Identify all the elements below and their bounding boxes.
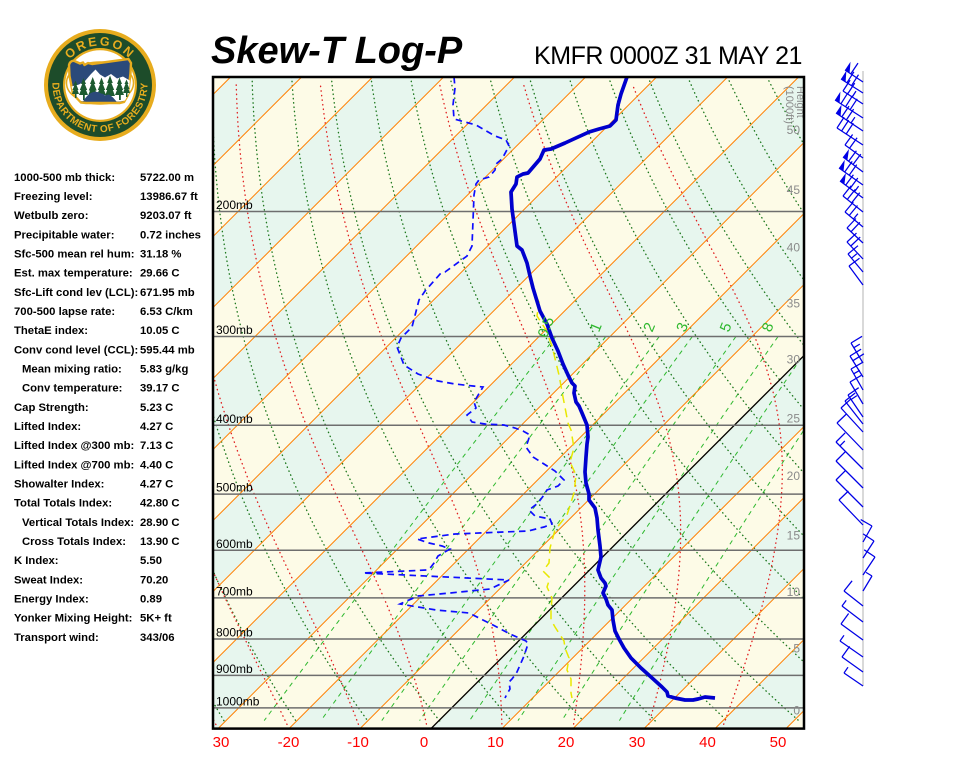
svg-text:700-500 lapse rate:: 700-500 lapse rate: [14,306,115,318]
svg-text:20: 20 [558,734,575,751]
svg-text:Cap Strength:: Cap Strength: [14,402,89,414]
svg-text:25: 25 [787,412,801,426]
svg-text:5K+ ft: 5K+ ft [140,613,172,625]
svg-text:40: 40 [787,241,801,255]
svg-text:0: 0 [420,734,428,751]
svg-text:4.40 C: 4.40 C [140,459,173,471]
svg-text:Mean mixing ratio:: Mean mixing ratio: [22,364,122,376]
svg-text:5722.00 m: 5722.00 m [140,172,194,184]
svg-text:KMFR 0000Z 31 MAY 21: KMFR 0000Z 31 MAY 21 [534,42,802,70]
svg-text:10: 10 [787,585,801,599]
svg-text:10.05 C: 10.05 C [140,325,180,337]
svg-text:Lifted Index @700 mb:: Lifted Index @700 mb: [14,459,134,471]
svg-text:28.90 C: 28.90 C [140,517,180,529]
svg-text:900mb: 900mb [216,662,253,676]
svg-text:595.44 mb: 595.44 mb [140,344,195,356]
svg-text:-10: -10 [347,734,369,751]
svg-text:Sfc-Lift cond lev (LCL):: Sfc-Lift cond lev (LCL): [14,287,138,299]
svg-text:50: 50 [770,734,787,751]
svg-text:13986.67 ft: 13986.67 ft [140,191,198,203]
svg-text:Cross Totals Index:: Cross Totals Index: [22,536,126,548]
svg-text:0: 0 [793,704,800,718]
svg-text:70.20: 70.20 [140,574,168,586]
svg-text:800mb: 800mb [216,626,253,640]
svg-text:600mb: 600mb [216,537,253,551]
svg-text:Sfc-500 mean rel hum:: Sfc-500 mean rel hum: [14,249,135,261]
svg-text:4.27 C: 4.27 C [140,421,173,433]
svg-text:(1000ft): (1000ft) [783,86,795,124]
svg-text:Skew-T Log-P: Skew-T Log-P [211,30,463,72]
svg-text:Yonker Mixing Height:: Yonker Mixing Height: [14,613,132,625]
svg-text:39.17 C: 39.17 C [140,383,180,395]
svg-text:31.18 %: 31.18 % [140,249,181,261]
svg-text:35: 35 [787,296,801,310]
svg-text:200mb: 200mb [216,198,253,212]
svg-text:42.80 C: 42.80 C [140,498,180,510]
svg-text:0.72 inches: 0.72 inches [140,229,201,241]
svg-text:7.13 C: 7.13 C [140,440,173,452]
svg-text:Sweat Index:: Sweat Index: [14,574,83,586]
svg-text:45: 45 [787,183,801,197]
svg-text:700mb: 700mb [216,584,253,598]
svg-text:0.5: 0.5 [535,314,559,340]
svg-text:ThetaE index:: ThetaE index: [14,325,88,337]
svg-text:40: 40 [699,734,716,751]
svg-text:-20: -20 [278,734,300,751]
svg-text:Height: Height [794,86,806,118]
svg-text:500mb: 500mb [216,481,253,495]
svg-text:5.50: 5.50 [140,555,162,567]
svg-text:Showalter Index:: Showalter Index: [14,479,104,491]
svg-text:Transport wind:: Transport wind: [14,632,99,644]
svg-text:Lifted Index @300 mb:: Lifted Index @300 mb: [14,440,134,452]
svg-text:Conv temperature:: Conv temperature: [22,383,122,395]
svg-text:Freezing level:: Freezing level: [14,191,92,203]
svg-text:Energy Index:: Energy Index: [14,594,89,606]
svg-text:400mb: 400mb [216,412,253,426]
svg-text:30: 30 [629,734,646,751]
svg-text:Lifted Index:: Lifted Index: [14,421,81,433]
svg-text:1000mb: 1000mb [216,694,260,708]
svg-text:0.89: 0.89 [140,594,162,606]
svg-text:4.27 C: 4.27 C [140,479,173,491]
svg-text:50: 50 [787,123,801,137]
svg-text:29.66 C: 29.66 C [140,268,180,280]
svg-text:Wetbulb zero:: Wetbulb zero: [14,210,88,222]
svg-text:343/06: 343/06 [140,632,175,644]
svg-text:1000-500 mb thick:: 1000-500 mb thick: [14,172,115,184]
svg-text:Conv cond level (CCL):: Conv cond level (CCL): [14,344,138,356]
svg-text:5.83 g/kg: 5.83 g/kg [140,364,188,376]
svg-text:15: 15 [787,528,801,542]
svg-text:10: 10 [487,734,504,751]
svg-text:6.53 C/km: 6.53 C/km [140,306,193,318]
svg-text:Est. max temperature:: Est. max temperature: [14,268,133,280]
svg-text:13.90 C: 13.90 C [140,536,180,548]
svg-text:300mb: 300mb [216,323,253,337]
svg-text:20: 20 [787,469,801,483]
svg-text:30: 30 [213,734,230,751]
svg-text:9203.07 ft: 9203.07 ft [140,210,192,222]
svg-text:Vertical Totals Index:: Vertical Totals Index: [22,517,134,529]
svg-text:K Index:: K Index: [14,555,59,567]
svg-text:5.23 C: 5.23 C [140,402,173,414]
svg-text:671.95 mb: 671.95 mb [140,287,195,299]
svg-text:5: 5 [793,642,800,656]
svg-text:Total Totals Index:: Total Totals Index: [14,498,112,510]
svg-text:Precipitable water:: Precipitable water: [14,229,114,241]
svg-text:30: 30 [787,352,801,366]
